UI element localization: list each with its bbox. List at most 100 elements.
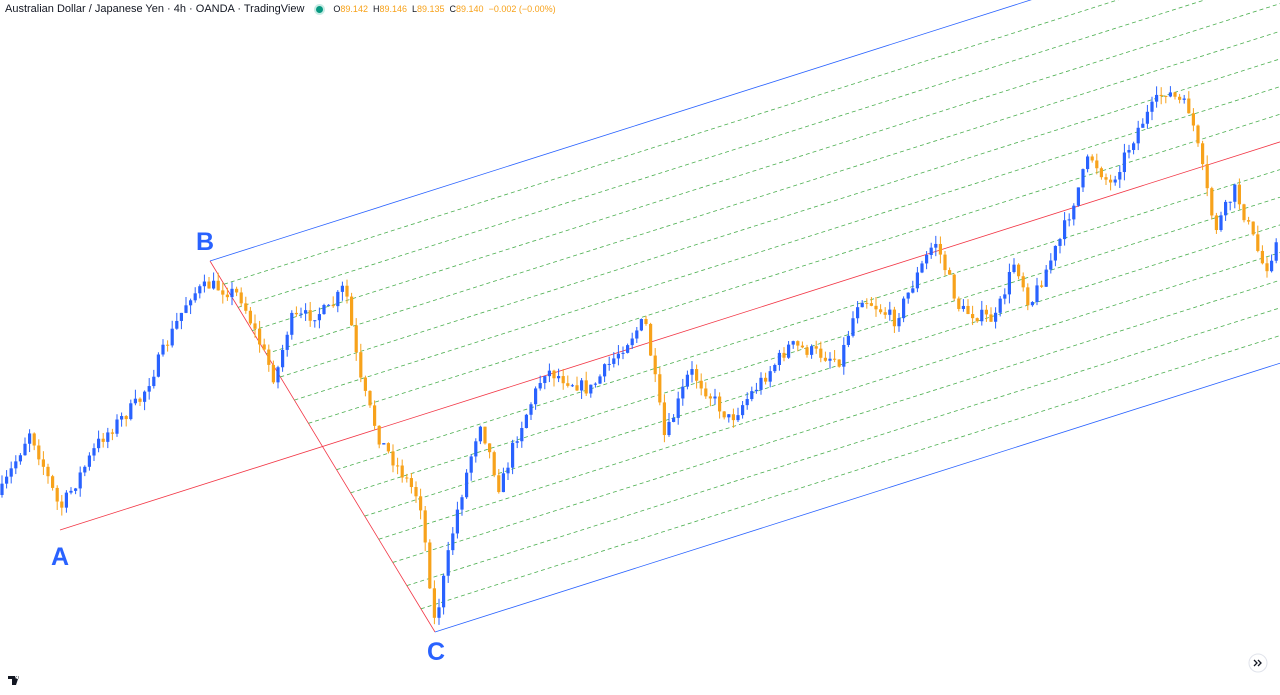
candle-body — [892, 309, 896, 327]
candle-body — [1095, 160, 1099, 169]
candle-body — [1118, 172, 1122, 180]
candle-body — [644, 319, 648, 324]
market-status — [316, 5, 324, 13]
candle-body — [230, 288, 234, 298]
level-line — [223, 0, 1119, 285]
candle-body — [833, 358, 837, 360]
level-line — [378, 252, 1280, 540]
candle-body — [166, 344, 170, 346]
candle-body — [662, 402, 666, 436]
candle-body — [961, 305, 965, 309]
candle-body — [731, 414, 735, 421]
candle-body — [5, 476, 9, 484]
upper-tine — [209, 0, 1032, 262]
candle-body — [547, 370, 551, 377]
candle-body — [906, 292, 910, 299]
candle-body — [842, 344, 846, 367]
candle-body — [152, 376, 156, 387]
candle-body — [1007, 271, 1011, 295]
scroll-to-latest-button[interactable] — [1248, 653, 1268, 673]
level-line — [420, 335, 1280, 610]
candle-body — [511, 442, 515, 468]
candle-body — [1090, 156, 1094, 161]
tradingview-logo[interactable] — [8, 676, 20, 685]
candle-body — [538, 383, 542, 389]
ohlc-value: 89.142 — [340, 4, 368, 14]
level-line — [350, 196, 1280, 494]
candle-body — [216, 280, 220, 291]
candle-body — [1109, 179, 1113, 183]
candle-body — [156, 354, 160, 377]
candle-body — [1219, 215, 1223, 231]
candle-body — [253, 323, 257, 329]
candle-body — [869, 303, 873, 306]
candle-body — [727, 414, 731, 418]
candle-body — [777, 352, 781, 365]
candle-body — [212, 280, 216, 289]
candle-body — [225, 294, 229, 298]
candle-body — [764, 377, 768, 382]
candle-body — [796, 341, 800, 346]
candle-body — [363, 377, 367, 391]
candle-body — [681, 386, 685, 399]
candle-body — [515, 441, 519, 443]
candle-body — [1247, 220, 1251, 222]
candle-body — [184, 305, 188, 313]
candle-body — [543, 376, 547, 384]
ohlc-value: 89.140 — [456, 4, 484, 14]
candle-body — [708, 396, 712, 399]
candle-body — [713, 396, 717, 399]
candle-body — [207, 281, 211, 289]
candle-body — [805, 347, 809, 355]
candle-body — [170, 328, 174, 346]
candle-body — [902, 298, 906, 319]
candle-body — [442, 575, 446, 608]
candle-body — [1187, 98, 1191, 114]
level-line — [364, 224, 1280, 517]
ohlc-values: O89.142 H89.146 L89.135 C89.140 — [333, 4, 483, 14]
candle-body — [1122, 152, 1126, 173]
candle-body — [28, 433, 32, 444]
candle-body — [202, 281, 206, 287]
candle-body — [524, 414, 528, 429]
candle-body — [41, 459, 45, 467]
candle-body — [110, 432, 114, 434]
candle-body — [51, 476, 55, 488]
candle-body — [1168, 92, 1172, 97]
candle-body — [474, 441, 478, 457]
candle-body — [106, 432, 110, 442]
candle-body — [23, 443, 27, 456]
candle-body — [828, 358, 832, 361]
candle-body — [327, 304, 331, 306]
candle-body — [938, 243, 942, 255]
candle-body — [1012, 264, 1016, 272]
candle-body — [745, 399, 749, 406]
candle-body — [1067, 219, 1071, 221]
legend-header: Australian Dollar / Japanese Yen · 4h · … — [5, 3, 556, 15]
candle-body — [350, 296, 354, 326]
candle-body — [800, 345, 804, 348]
candle-body — [639, 319, 643, 331]
candle-body — [1251, 221, 1255, 235]
candle-body — [1201, 143, 1205, 165]
candle-body — [952, 274, 956, 299]
candle-body — [741, 405, 745, 416]
candle-body — [83, 466, 87, 473]
candle-body — [78, 472, 82, 489]
candle-body — [483, 426, 487, 444]
candle-body — [1136, 127, 1140, 144]
candle-body — [1260, 250, 1264, 264]
candle-body — [658, 374, 662, 403]
candle-body — [925, 254, 929, 264]
candle-body — [750, 391, 754, 400]
candle-body — [975, 318, 979, 322]
candle-body — [373, 405, 377, 426]
level-line — [252, 3, 1280, 331]
symbol-title: Australian Dollar / Japanese Yen · 4h · … — [5, 3, 305, 15]
candle-body — [55, 487, 59, 502]
candle-body — [1104, 177, 1108, 180]
candle-body — [529, 404, 533, 415]
candle-body — [492, 452, 496, 476]
candle-body — [1026, 287, 1030, 306]
